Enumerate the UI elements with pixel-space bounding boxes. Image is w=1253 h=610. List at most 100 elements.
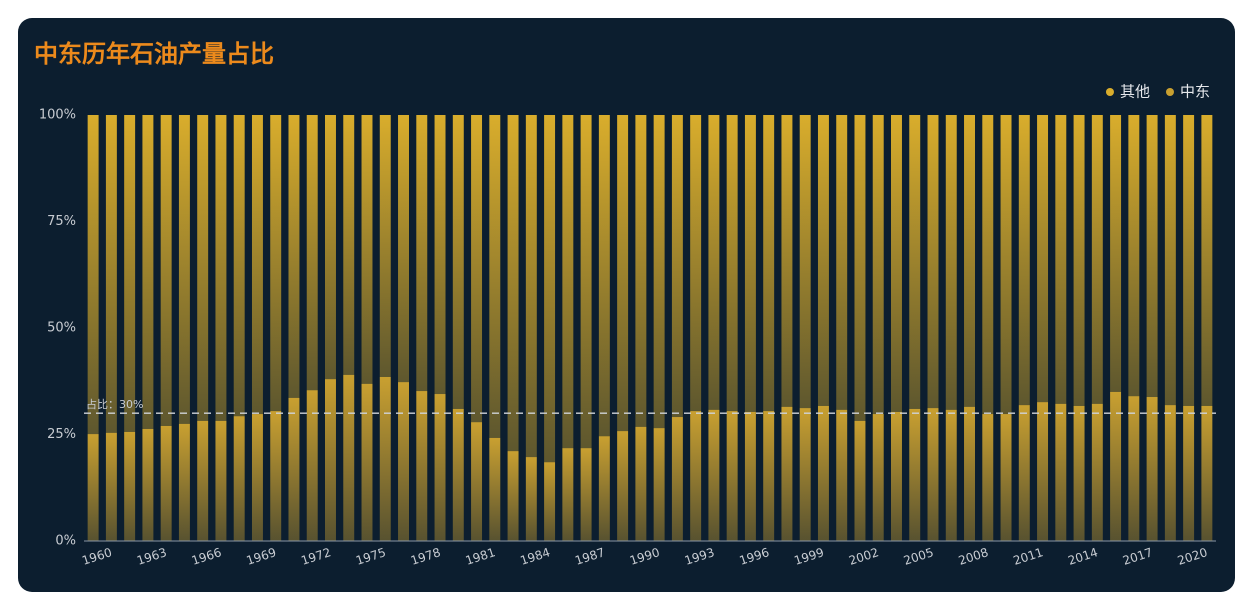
- bar-segment: [580, 115, 592, 449]
- bar-segment: [1183, 115, 1195, 406]
- bar-segment: [1110, 115, 1122, 392]
- bar-segment: [1091, 403, 1103, 541]
- chart-title: 中东历年石油产量占比: [34, 40, 274, 68]
- bar-segment: [1000, 115, 1012, 415]
- bar-segment: [288, 115, 300, 398]
- bar-segment: [1018, 405, 1030, 541]
- bar-segment: [325, 115, 336, 380]
- bar-segment: [105, 115, 117, 433]
- bar-segment: [708, 115, 720, 410]
- bar-segment: [343, 115, 355, 375]
- bar-segment: [635, 426, 647, 541]
- bar-segment: [471, 115, 483, 423]
- bar-segment: [580, 448, 592, 541]
- legend-label: 其他: [1120, 83, 1150, 101]
- bar-segment: [562, 115, 574, 449]
- bar-segment: [909, 115, 921, 409]
- bar-segment: [306, 390, 318, 541]
- bar-segment: [945, 115, 957, 410]
- bar-segment: [836, 115, 848, 410]
- bar-segment: [598, 436, 610, 541]
- bar-segment: [1037, 115, 1049, 403]
- bar-segment: [854, 115, 866, 421]
- bar-segment: [525, 115, 537, 458]
- bar-segment: [215, 420, 227, 541]
- bar-segment: [982, 414, 994, 541]
- bar-segment: [452, 115, 464, 409]
- bar-segment: [763, 411, 775, 541]
- bar-segment: [964, 115, 975, 407]
- bar-segment: [251, 414, 263, 541]
- bar-segment: [142, 428, 154, 541]
- bar-segment: [854, 420, 866, 541]
- legend-swatch: [1165, 88, 1174, 96]
- bar-segment: [1000, 414, 1012, 541]
- bar-segment: [1018, 115, 1030, 406]
- bar-segment: [325, 379, 336, 541]
- bar-segment: [124, 115, 136, 432]
- bar-segment: [708, 409, 720, 541]
- bar-segment: [726, 115, 738, 412]
- bar-segment: [507, 115, 519, 452]
- bar-segment: [124, 431, 136, 541]
- bar-segment: [251, 115, 263, 415]
- bar-segment: [836, 409, 848, 541]
- y-tick-label: 25%: [47, 427, 76, 442]
- bar-segment: [178, 115, 190, 424]
- bar-segment: [617, 115, 629, 432]
- bar-segment: [105, 432, 117, 541]
- bar-segment: [1146, 397, 1158, 541]
- bar-segment: [799, 408, 811, 541]
- y-tick-label: 0%: [55, 534, 76, 549]
- bar-segment: [598, 115, 610, 437]
- bar-segment: [1055, 403, 1067, 541]
- bar-segment: [1055, 115, 1067, 404]
- bar-segment: [544, 115, 556, 463]
- bar-segment: [1091, 115, 1103, 404]
- bar-segment: [489, 437, 501, 541]
- bar-segment: [379, 376, 391, 541]
- bar-segment: [726, 411, 738, 541]
- bar-segment: [1146, 115, 1158, 398]
- bar-segment: [1037, 402, 1049, 541]
- bar-segment: [197, 115, 209, 421]
- bar-segment: [489, 115, 501, 438]
- bar-segment: [964, 406, 975, 541]
- bar-segment: [507, 451, 519, 541]
- bar-segment: [909, 408, 921, 541]
- bar-segment: [763, 115, 775, 412]
- bar-segment: [945, 409, 957, 541]
- bar-segment: [817, 405, 829, 541]
- bar-segment: [653, 428, 665, 541]
- bar-segment: [1164, 115, 1176, 406]
- legend-label: 中东: [1180, 83, 1210, 101]
- bar-segment: [872, 414, 884, 541]
- bar-segment: [617, 431, 629, 541]
- bar-segment: [1201, 405, 1213, 541]
- bar-segment: [160, 425, 172, 541]
- bar-segment: [891, 115, 902, 412]
- bar-segment: [1110, 391, 1122, 541]
- bar-segment: [1073, 405, 1085, 541]
- bar-segment: [744, 411, 756, 541]
- bar-segment: [1073, 115, 1085, 406]
- bar-segment: [690, 115, 702, 412]
- bar-segment: [160, 115, 172, 426]
- y-tick-label: 100%: [39, 108, 76, 123]
- bar-segment: [416, 115, 428, 392]
- y-tick-label: 75%: [47, 214, 76, 229]
- bar-segment: [799, 115, 811, 409]
- bar-segment: [872, 115, 884, 415]
- bar-segment: [927, 408, 939, 541]
- mark-line-label: 占比：30%: [86, 397, 143, 411]
- bar-segment: [233, 416, 245, 541]
- bar-segment: [1128, 396, 1140, 541]
- bar-segment: [434, 394, 446, 541]
- bar-segment: [270, 411, 282, 541]
- bar-segment: [87, 115, 99, 435]
- bar-segment: [781, 115, 793, 407]
- bar-segment: [471, 422, 483, 541]
- bar-segment: [452, 408, 464, 541]
